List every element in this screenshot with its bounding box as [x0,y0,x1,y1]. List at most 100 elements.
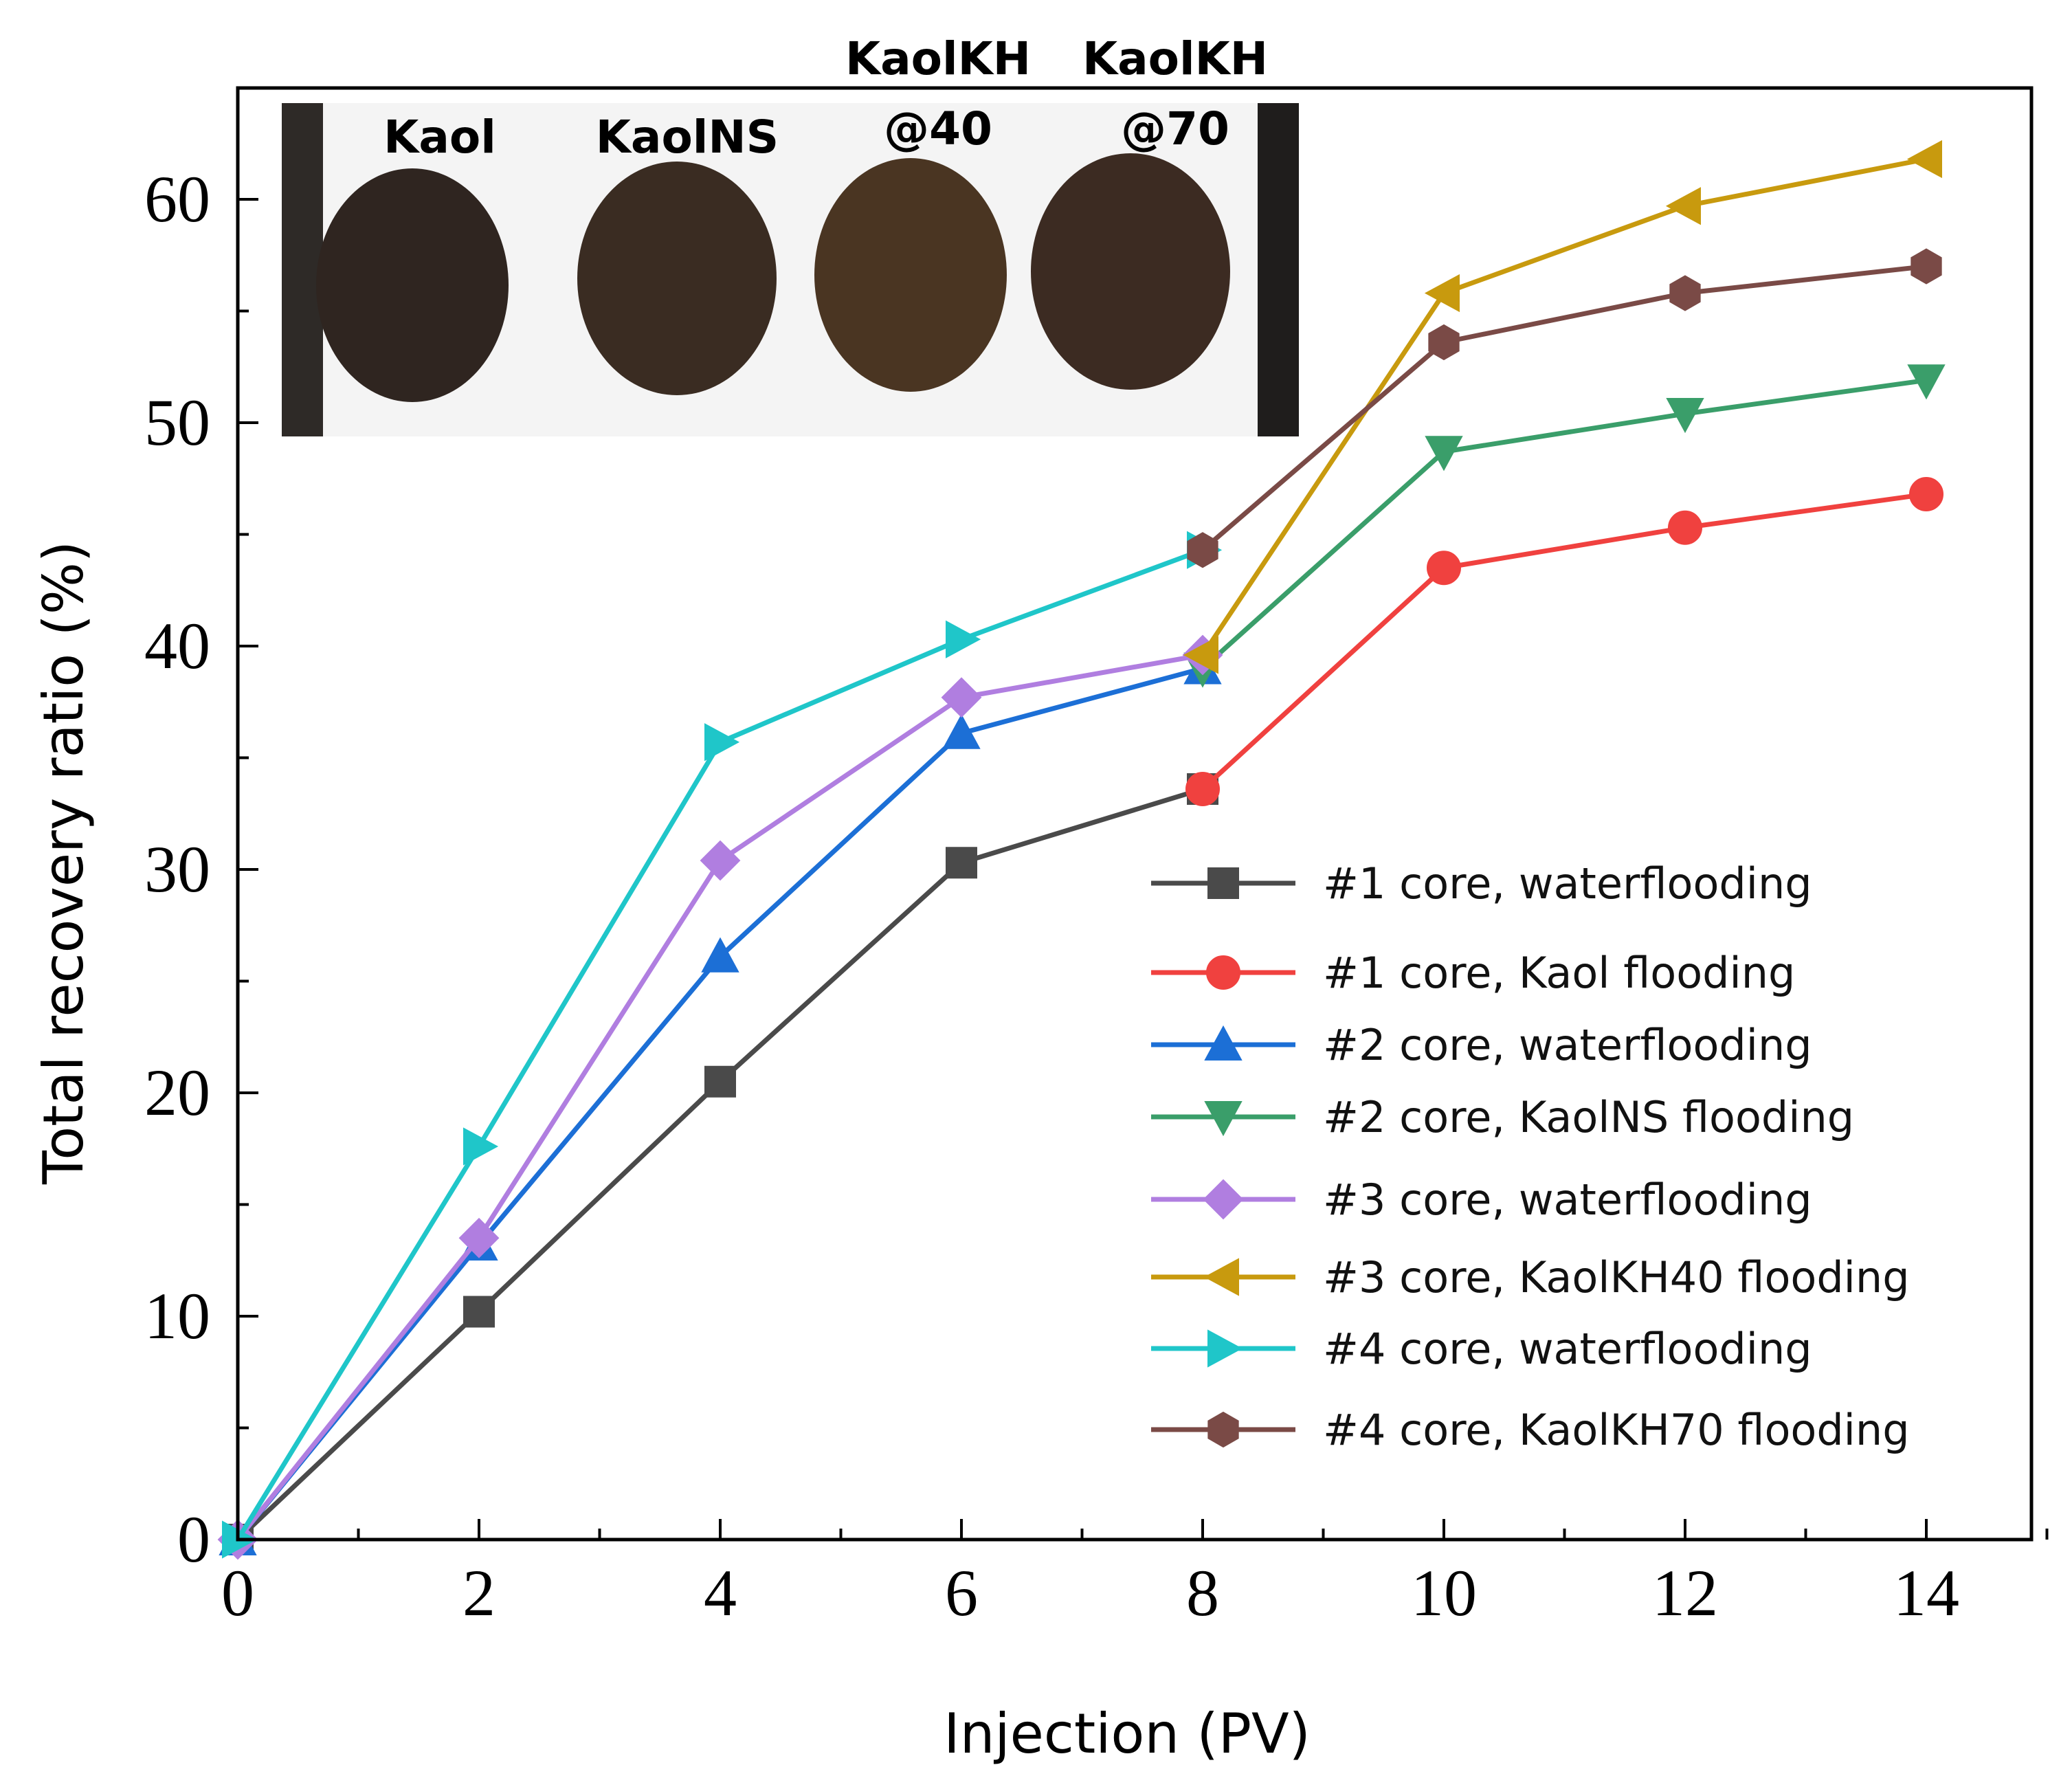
legend-item-5: #3 core, waterflooding [1151,1175,1812,1225]
y-tick-label-40: 40 [144,609,210,682]
y-axis-title: Total recovery ratio (%) [32,541,96,1185]
series-4-point-2 [1425,436,1463,471]
series-5-point-3 [700,840,741,881]
legend-item-2: #1 core, Kaol flooding [1151,948,1795,998]
series-3-line [236,666,1203,1542]
legend: #1 core, waterflooding #1 core, Kaol floo… [1141,832,1972,1478]
series-4-point-4 [1907,364,1946,400]
core-sample-kaol [316,168,509,402]
x-tick-label-14: 14 [1893,1556,1959,1630]
series-1-point-3 [704,1065,736,1098]
legend-label-8: #4 core, KaolKH70 flooding [1323,1405,1910,1455]
series-7-line [236,547,1204,1541]
y-tick-label-60: 60 [144,162,210,236]
series-1 [222,773,1218,1555]
series-2-point-4 [1909,477,1943,511]
inset-label-kaolns: KaolNS [596,111,779,164]
series-1-point-2 [463,1296,495,1328]
series-8-line [1201,264,1927,552]
x-tick-label-12: 12 [1652,1556,1718,1630]
series-7 [222,531,1223,1559]
legend-label-6: #3 core, KaolKH40 flooding [1323,1252,1910,1302]
legend-label-3: #2 core, waterflooding [1323,1020,1812,1070]
series-8-point-3 [1669,275,1701,311]
x-tick-label-0: 0 [221,1556,254,1630]
inset-label-kaolkh70-line1: KaolKH [1082,32,1268,85]
core-sample-kaolkh70 [1031,153,1230,390]
legend-label-4: #2 core, KaolNS flooding [1323,1092,1854,1142]
series-6-point-3 [1665,187,1701,225]
series-4-line [1201,377,1927,671]
y-tick-label-50: 50 [144,386,210,459]
series-3-point-3 [701,937,739,973]
y-tick-label-0: 0 [177,1502,210,1576]
series-6-point-2 [1424,274,1460,313]
legend-label-7: #4 core, waterflooding [1323,1324,1812,1374]
axes: 0 2 4 6 8 10 12 14 0 10 20 30 40 50 60 [144,86,2049,1630]
series-3 [219,649,1222,1555]
inset-label-kaolkh40-line1: KaolKH [845,32,1031,85]
x-tick-label-6: 6 [945,1556,978,1630]
series-7-point-3 [704,723,740,762]
legend-swatch-marker-7 [1207,1329,1243,1368]
series-2-line [1201,491,1927,791]
series-5-point-4 [941,677,982,718]
legend-item-4: #2 core, KaolNS flooding [1151,1092,1854,1142]
series-2-point-1 [1185,772,1220,806]
core-sample-kaolkh40 [814,158,1007,392]
series-1-point-4 [946,847,977,879]
series-8 [1187,248,1942,568]
series-1-line [236,786,1204,1542]
series-8-point-2 [1428,324,1460,361]
series-6-point-1 [1183,636,1218,674]
inset-label-kaolkh40-line2: @40 [884,102,992,155]
inset-label-kaolkh70-line2: @70 [1121,102,1229,155]
legend-swatch-marker-8 [1207,1411,1239,1448]
x-tick-label-4: 4 [704,1556,737,1630]
inset-dark-edge-left [282,103,323,436]
legend-label-5: #3 core, waterflooding [1323,1175,1812,1225]
legend-swatch-marker-3 [1204,1025,1243,1061]
inset-dark-edge-right [1258,103,1299,436]
legend-background [1141,832,1972,1478]
plot-frame [236,86,2034,1542]
x-axis-title: Injection (PV) [944,1702,1311,1766]
core-sample-kaolns [577,162,777,395]
legend-swatch-marker-4 [1204,1101,1243,1137]
legend-item-6: #3 core, KaolKH40 flooding [1151,1252,1910,1302]
y-tick-label-20: 20 [144,1056,210,1129]
legend-label-2: #1 core, Kaol flooding [1323,948,1795,998]
legend-swatch-marker-1 [1207,867,1239,899]
y-tick-label-10: 10 [144,1279,210,1353]
series-6 [1183,140,1942,674]
legend-swatch-marker-5 [1203,1179,1244,1220]
inset-label-kaol: Kaol [383,111,496,164]
x-tick-label-8: 8 [1186,1556,1219,1630]
x-tick-label-10: 10 [1411,1556,1477,1630]
series-7-point-4 [946,620,981,658]
x-tick-label-2: 2 [463,1556,495,1630]
series-8-point-1 [1187,532,1218,568]
legend-item-7: #4 core, waterflooding [1151,1324,1812,1374]
series-2-point-3 [1668,510,1702,545]
series-8-point-4 [1911,248,1942,285]
inset-photo: Kaol KaolNS KaolKH @40 KaolKH @70 [282,32,1299,436]
series-7-point-2 [463,1127,499,1166]
series-layer [217,140,1946,1560]
series-2-point-2 [1427,551,1461,586]
series-5-point-2 [458,1217,500,1258]
series-4-point-3 [1666,398,1704,434]
series-2 [1185,477,1943,806]
legend-swatch-marker-2 [1206,955,1240,990]
legend-item-3: #2 core, waterflooding [1151,1020,1812,1070]
legend-item-1: #1 core, waterflooding [1151,858,1812,909]
series-5 [217,634,1223,1560]
legend-item-8: #4 core, KaolKH70 flooding [1151,1405,1910,1455]
legend-label-1: #1 core, waterflooding [1323,858,1812,909]
y-tick-label-30: 30 [144,832,210,906]
legend-swatch-marker-6 [1203,1258,1239,1296]
series-6-line [1201,157,1927,656]
series-6-point-4 [1906,140,1942,179]
series-3-point-4 [942,713,981,749]
